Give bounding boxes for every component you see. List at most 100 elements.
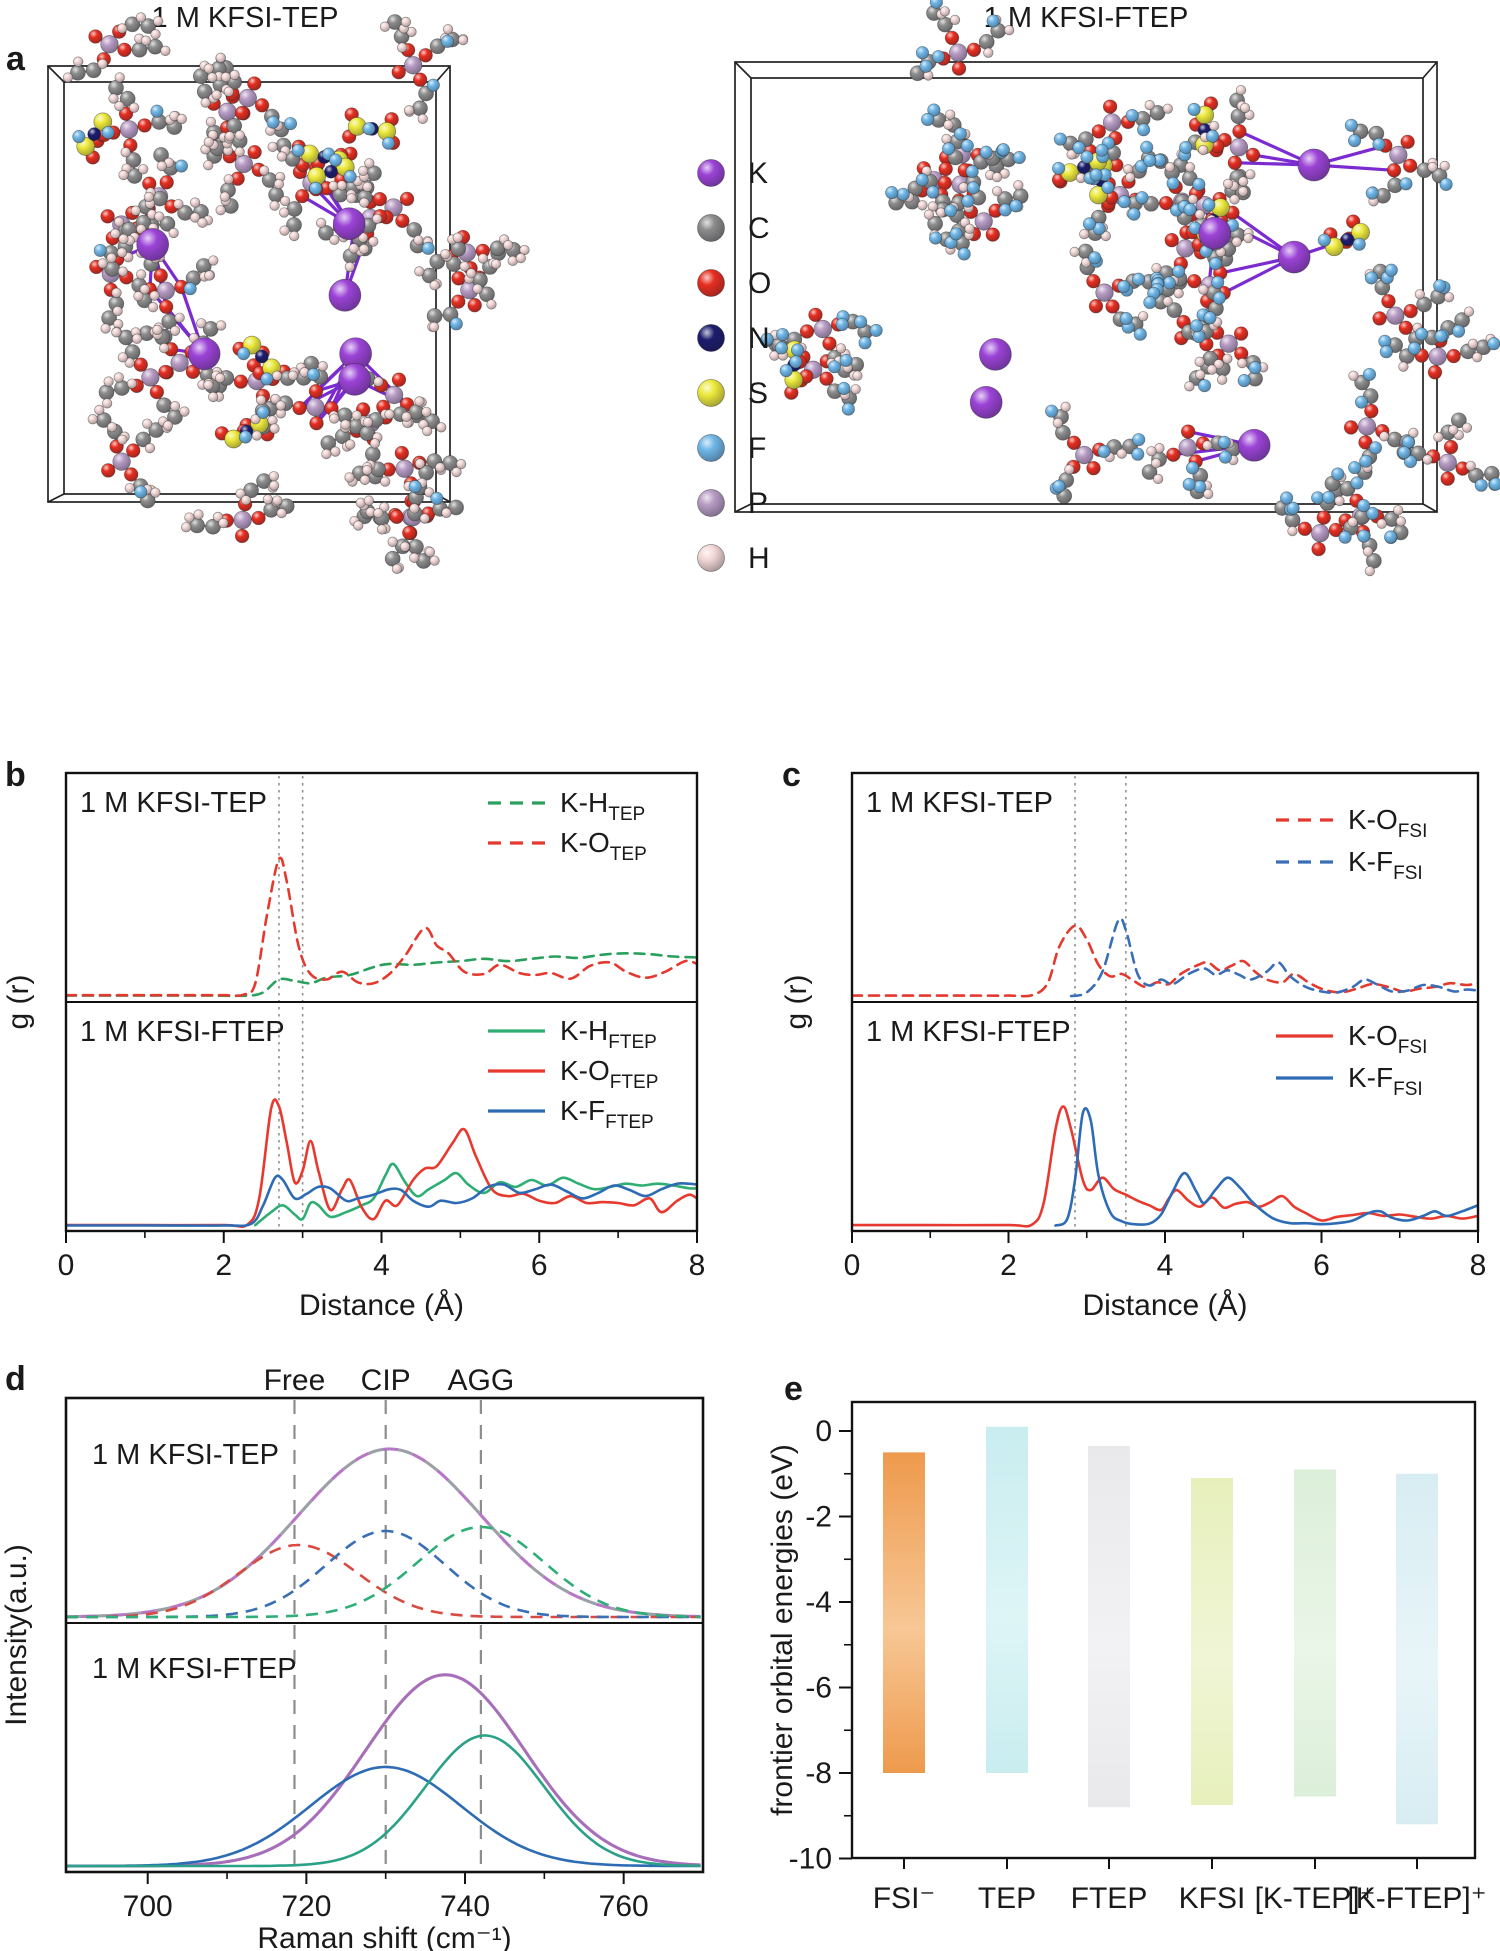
atom-O	[1316, 510, 1331, 525]
atom-C	[1450, 412, 1467, 429]
atom-H	[413, 234, 424, 246]
atom-N	[1340, 232, 1355, 247]
atom-F	[1162, 276, 1176, 290]
atom-H	[486, 299, 497, 310]
atom-H	[1184, 162, 1196, 173]
atom-O	[234, 528, 250, 544]
atom-F	[1009, 199, 1023, 213]
atom-H	[1427, 161, 1438, 173]
atom-H	[399, 541, 411, 552]
atom-O	[1232, 124, 1247, 139]
atom-P	[1389, 145, 1408, 165]
atom-H	[152, 324, 163, 336]
bar-KFSI	[1191, 1478, 1233, 1806]
atom-P	[1219, 334, 1238, 353]
atom-H	[362, 181, 373, 193]
atom-H	[329, 413, 340, 424]
atom-F	[1286, 501, 1300, 515]
atom-O	[1398, 320, 1413, 335]
atom-H	[1206, 364, 1218, 375]
atom-O	[308, 384, 324, 399]
atom-H	[380, 476, 391, 487]
atom-F	[1489, 477, 1500, 491]
atom-F	[382, 136, 396, 150]
atom-F	[1365, 186, 1379, 200]
atom-F	[174, 159, 188, 173]
atom-F	[1131, 447, 1145, 461]
atom-F	[915, 173, 929, 187]
atom-F	[953, 127, 967, 141]
box-edge	[435, 65, 451, 83]
atom-K	[328, 278, 362, 312]
atom-legend-swatch-F	[697, 434, 725, 462]
atom-H	[1439, 160, 1450, 172]
atom-N	[254, 349, 269, 364]
atom-F	[858, 336, 872, 350]
atom-K	[187, 337, 221, 371]
atom-H	[1334, 495, 1345, 507]
atom-H	[269, 200, 280, 211]
atom-H	[455, 458, 467, 470]
atom-F	[1359, 454, 1373, 468]
atom-P	[1075, 445, 1094, 465]
atom-F	[779, 364, 793, 378]
atom-H	[1138, 311, 1149, 322]
atom-C	[98, 384, 115, 401]
atom-F	[1143, 153, 1157, 168]
atom-F	[1052, 479, 1066, 493]
atom-P	[1428, 347, 1447, 366]
atom-H	[108, 93, 119, 104]
atom-O	[158, 364, 173, 380]
atom-H	[490, 258, 502, 270]
atom-F	[1344, 118, 1358, 132]
atom-H	[1414, 289, 1426, 300]
atom-F	[1101, 180, 1115, 195]
rdf-subpanel-0	[67, 856, 696, 998]
atom-legend-label-S: S	[748, 377, 768, 410]
x-tick-label: 4	[1157, 1249, 1174, 1282]
atom-F	[986, 14, 1000, 28]
atom-F	[1193, 480, 1207, 494]
atom-O	[247, 144, 262, 160]
atom-H	[358, 165, 369, 177]
atom-F	[1132, 433, 1146, 447]
atom-F	[839, 353, 853, 367]
atom-H	[278, 207, 290, 218]
atom-O	[1180, 424, 1196, 439]
atom-H	[373, 508, 384, 519]
atom-H	[472, 283, 483, 294]
atom-H	[387, 536, 398, 547]
atom-H	[224, 131, 235, 142]
atom-F	[1407, 341, 1421, 355]
atom-O	[117, 42, 132, 58]
x-axis-title: Raman shift (cm⁻¹)	[257, 1922, 511, 1951]
atom-H	[131, 333, 143, 344]
atom-H	[1069, 246, 1080, 258]
atom-F	[134, 485, 148, 499]
atom-O	[819, 371, 834, 386]
rdf-subpanel-0	[853, 917, 1477, 998]
atom-F	[1183, 202, 1197, 217]
x-tick-label: 760	[599, 1890, 649, 1923]
atom-H	[351, 410, 362, 421]
atom-P	[218, 102, 237, 121]
atom-F	[72, 130, 86, 144]
atom-H	[414, 396, 425, 407]
atom-H	[204, 270, 215, 281]
atom-O	[1400, 134, 1415, 150]
atom-O	[233, 374, 249, 389]
panel-e-label: e	[784, 1370, 803, 1408]
atom-H	[417, 113, 428, 125]
atom-O	[234, 105, 250, 121]
atom-C	[156, 397, 172, 414]
atom-C	[978, 34, 995, 50]
rdf-subpanel-1	[853, 1105, 1477, 1228]
atom-O	[1164, 232, 1179, 248]
atom-H	[1146, 446, 1157, 457]
atom-F	[1205, 129, 1220, 143]
atom-H	[943, 119, 954, 130]
sim-title-kfsi-ftep: 1 M KFSI-FTEP	[983, 2, 1189, 34]
y-tick-label: -8	[805, 1757, 832, 1790]
atom-H	[106, 422, 118, 433]
